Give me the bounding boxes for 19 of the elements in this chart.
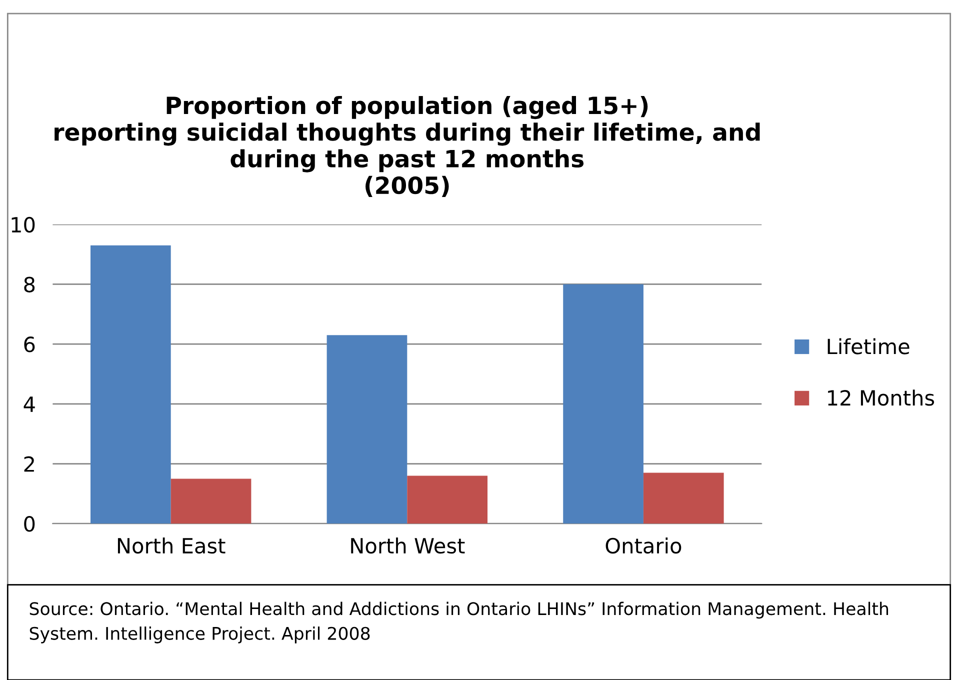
legend-label: 12 Months [828,390,934,406]
bar [170,478,252,524]
bar [563,284,644,524]
y-tick-label: 4 [24,396,35,412]
y-tick-label: 0 [24,516,35,532]
y-tick-label: 2 [24,456,34,472]
x-tick-label: Ontario [606,537,682,554]
source-note: Source: Ontario. “Mental Health and Addictions in Ontario LHINs” Information Management. Health System. Intelligence Project. April 2008 [30,602,888,644]
bar [90,245,171,524]
bar [643,472,724,524]
y-tick-label: 6 [24,336,35,352]
y-tick-label: 8 [24,276,35,292]
x-tick-label: North East [118,537,226,554]
bar [326,335,408,524]
x-tick-label: North West [351,537,465,554]
legend-label: Lifetime [828,338,910,354]
chart-title: Proportion of population (aged 15+) reporting suicidal thoughts during their lifetime, and during the past 12 months (2005) [54,96,760,197]
y-tick-label: 10 [12,216,35,233]
bar [407,476,488,524]
